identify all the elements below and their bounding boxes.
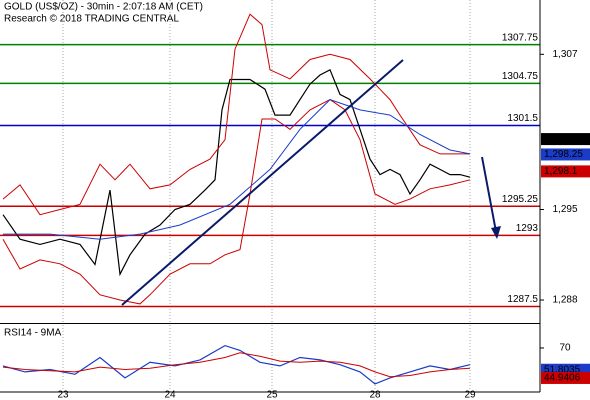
x-tick-label: 25 — [266, 390, 278, 400]
series-line — [3, 99, 471, 240]
price-tag — [541, 148, 590, 161]
level-label: 1307.75 — [502, 32, 539, 43]
forecast-arrow — [481, 156, 498, 238]
x-tick-label: 28 — [369, 390, 381, 400]
price-tag — [541, 165, 590, 178]
chart-title: GOLD (US$/OZ) - 30min - 2:07:18 AM (CET) — [4, 2, 203, 13]
arrow-head — [491, 226, 501, 239]
level-label: 1301.5 — [507, 113, 538, 124]
x-tick-label: 23 — [57, 390, 69, 400]
y-tick-label: 70 — [559, 343, 571, 354]
chart-subtitle: Research © 2018 TRADING CENTRAL — [4, 14, 179, 25]
panel-title: RSI14 - 9MA — [4, 328, 62, 339]
level-label: 1293 — [516, 223, 539, 234]
price-tag-label: 1,298.28 — [544, 134, 583, 145]
price-tag — [541, 371, 590, 384]
y-tick-label: 1,295 — [552, 204, 577, 215]
price-tag-label: 1,298.25 — [544, 149, 583, 160]
x-tick-label: 24 — [164, 390, 176, 400]
price-tag — [541, 133, 590, 146]
level-label: 1295.25 — [502, 194, 539, 205]
level-label: 1287.5 — [507, 294, 538, 305]
x-tick-label: 29 — [464, 390, 476, 400]
series-line — [2, 99, 471, 305]
series-line — [2, 352, 471, 378]
y-tick-label: 1,307 — [552, 49, 577, 60]
trend-line — [121, 59, 404, 306]
price-tag-label: 1,298.1 — [544, 166, 578, 177]
y-tick-label: 1,288 — [552, 295, 577, 306]
series-line — [2, 68, 471, 277]
price-tag-label: 44.9406 — [544, 373, 581, 384]
level-label: 1304.75 — [502, 71, 539, 82]
price-tag-label: 51.8035 — [544, 364, 581, 375]
series-line — [2, 13, 470, 216]
